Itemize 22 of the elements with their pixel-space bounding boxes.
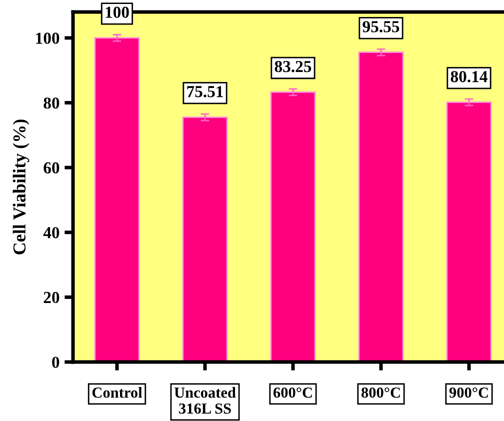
- y-tick-label: 80: [44, 97, 60, 109]
- y-tick-label: 40: [43, 227, 60, 238]
- data-label: 80.14: [450, 70, 488, 82]
- bar: [94, 37, 140, 362]
- x-tick-label: 900°C: [449, 387, 488, 398]
- bar: [270, 92, 316, 362]
- bar: [182, 116, 228, 362]
- x-tick-label: Control: [92, 387, 142, 398]
- x-tick-label: 600°C: [273, 387, 312, 398]
- x-tick-label: 800°C: [361, 387, 400, 398]
- data-label: 100: [106, 6, 129, 18]
- y-tick-label: 60: [44, 162, 60, 174]
- y-axis-title: Cell Viability (%): [12, 120, 30, 254]
- bar: [358, 52, 404, 362]
- data-label: 83.25: [274, 60, 312, 72]
- y-tick-label: 0: [52, 356, 60, 368]
- data-label: 75.51: [187, 86, 223, 98]
- data-label: 95.55: [362, 21, 400, 32]
- x-tick-label: Uncoated 316L SS: [174, 387, 236, 414]
- y-tick-label: 20: [44, 292, 60, 304]
- bar: [446, 102, 492, 362]
- y-tick-label: 100: [36, 32, 60, 44]
